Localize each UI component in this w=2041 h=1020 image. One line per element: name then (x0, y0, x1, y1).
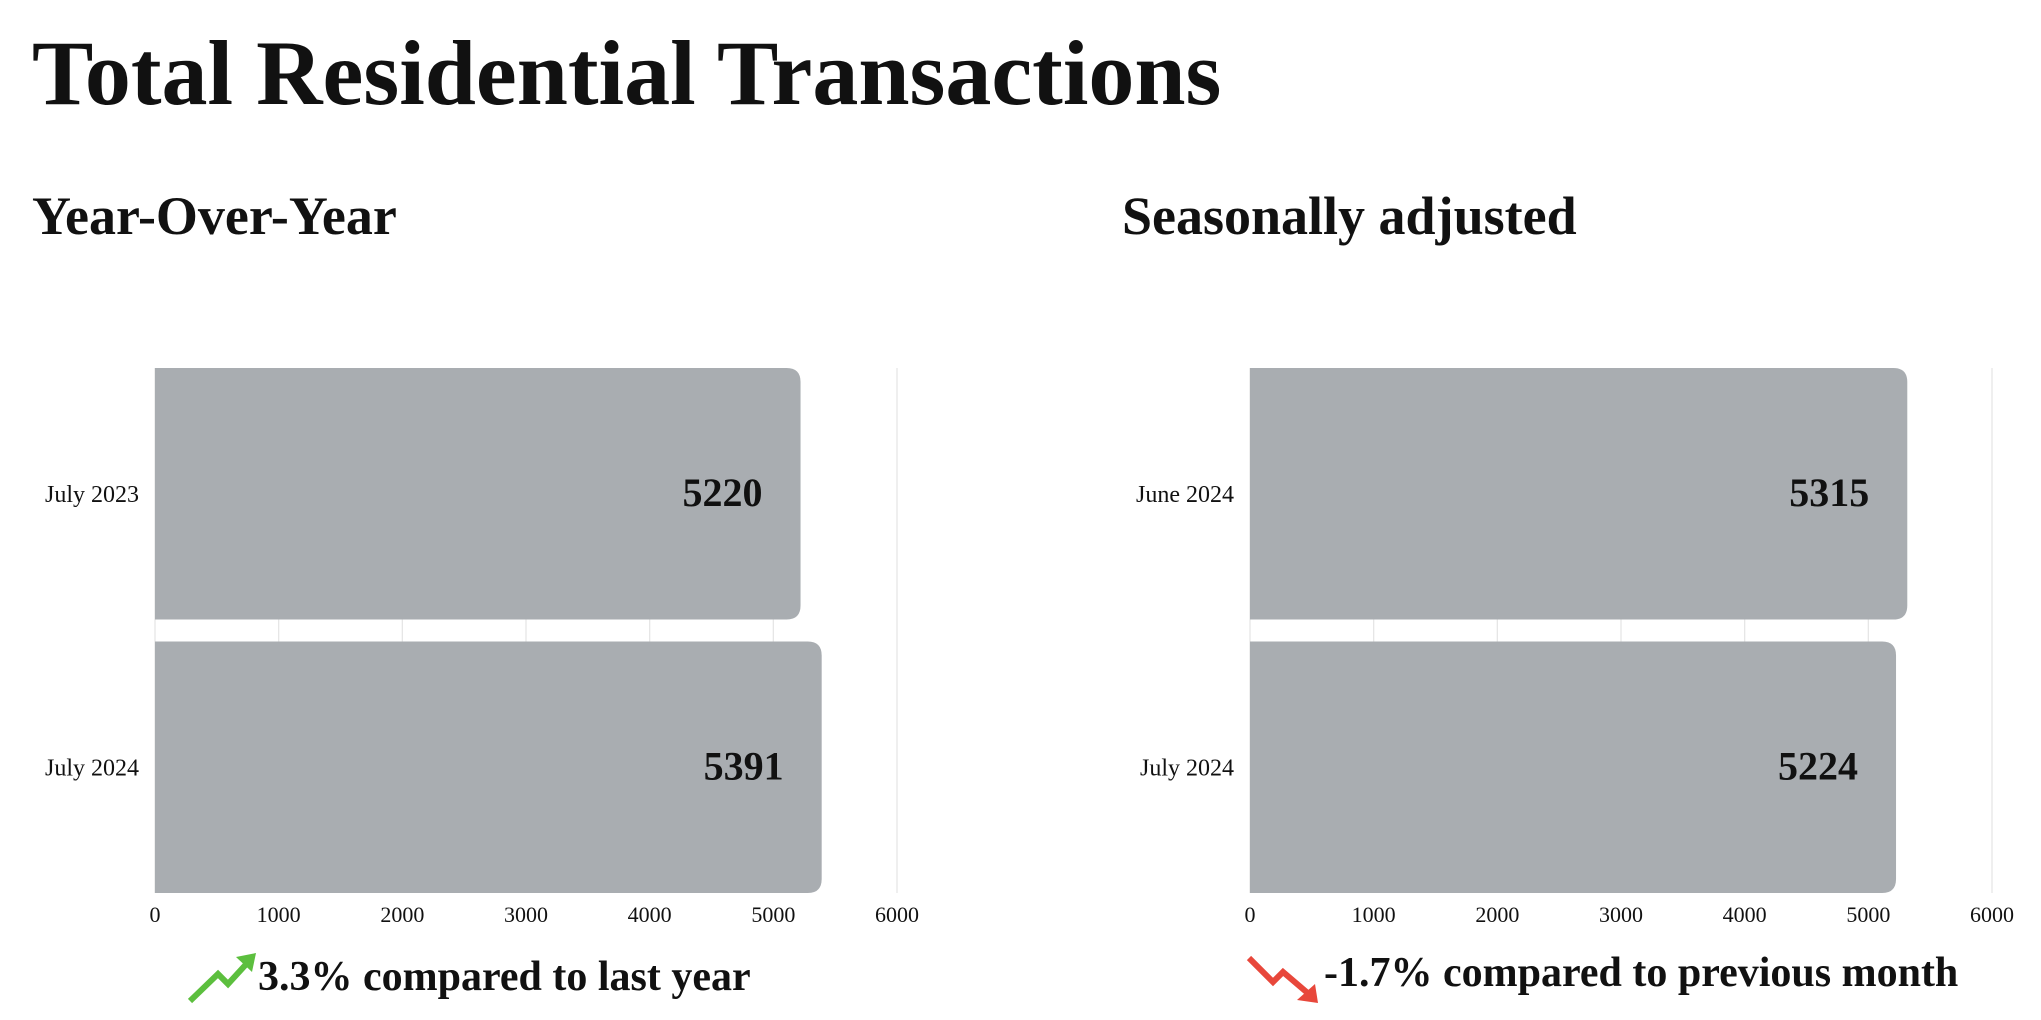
trend-up-arrowhead (236, 953, 256, 972)
value-label: 5391 (704, 743, 784, 788)
x-tick-label: 3000 (504, 902, 548, 927)
category-label: July 2024 (1140, 755, 1234, 781)
x-tick-label: 1000 (1352, 902, 1396, 927)
value-label: 5315 (1789, 470, 1869, 515)
x-tick-label: 0 (150, 902, 161, 927)
bar (155, 368, 801, 620)
x-tick-label: 3000 (1599, 902, 1643, 927)
trend-up-icon (187, 957, 253, 1004)
trend-down-icon (1246, 955, 1312, 998)
x-tick-label: 5000 (1846, 902, 1890, 927)
x-tick-label: 4000 (1723, 902, 1767, 927)
x-tick-label: 1000 (257, 902, 301, 927)
bar (1250, 641, 1897, 893)
page-title: Total Residential Transactions (32, 22, 1221, 124)
annotation: -1.7% compared to previous month (1324, 950, 1958, 996)
bar (1250, 368, 1908, 620)
chart-subtitle: Seasonally adjusted (1122, 186, 1577, 246)
x-tick-label: 6000 (875, 902, 919, 927)
x-tick-label: 5000 (751, 902, 795, 927)
x-tick-label: 2000 (380, 902, 424, 927)
annotation: 3.3% compared to last year (258, 954, 751, 1000)
value-label: 5220 (683, 470, 763, 515)
x-tick-label: 6000 (1970, 902, 2014, 927)
x-tick-label: 2000 (1475, 902, 1519, 927)
x-tick-label: 4000 (628, 902, 672, 927)
chart-subtitle: Year-Over-Year (32, 186, 397, 246)
trend-down-arrowhead (1297, 984, 1318, 1003)
value-label: 5224 (1778, 743, 1858, 788)
bar (155, 641, 822, 893)
category-label: June 2024 (1136, 482, 1234, 508)
x-tick-label: 0 (1245, 902, 1256, 927)
category-label: July 2023 (45, 482, 139, 508)
category-label: July 2024 (45, 755, 139, 781)
